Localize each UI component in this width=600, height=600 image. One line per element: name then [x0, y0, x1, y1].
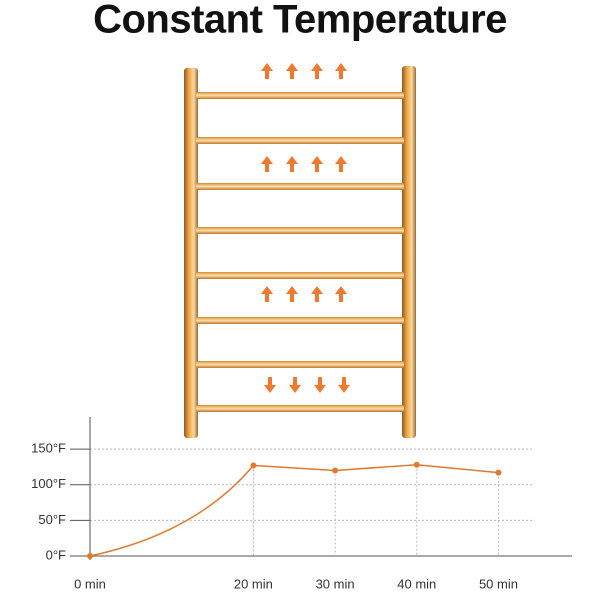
point: [250, 462, 257, 469]
y-tick-label: 100°F: [31, 476, 66, 491]
chart: 0°F 50°F 100°F 150°F 0 min 20 min 30 min 40 min…: [31, 417, 572, 591]
towel-rack: [184, 66, 416, 438]
point: [413, 461, 420, 468]
point: [87, 553, 93, 559]
y-tick-label: 150°F: [31, 441, 66, 456]
x-tick-label: 20 min: [234, 576, 273, 591]
x-tick-label: 40 min: [397, 576, 436, 591]
temperature-line: [89, 464, 499, 557]
x-tick-label: 50 min: [479, 576, 518, 591]
y-tick-label: 50°F: [38, 512, 66, 527]
point: [495, 469, 502, 476]
y-tick-label: 0°F: [46, 547, 66, 562]
point: [332, 467, 339, 474]
x-tick-label: 30 min: [316, 576, 355, 591]
title: Constant Temperature: [93, 0, 507, 42]
x-tick-label: 0 min: [74, 576, 106, 591]
